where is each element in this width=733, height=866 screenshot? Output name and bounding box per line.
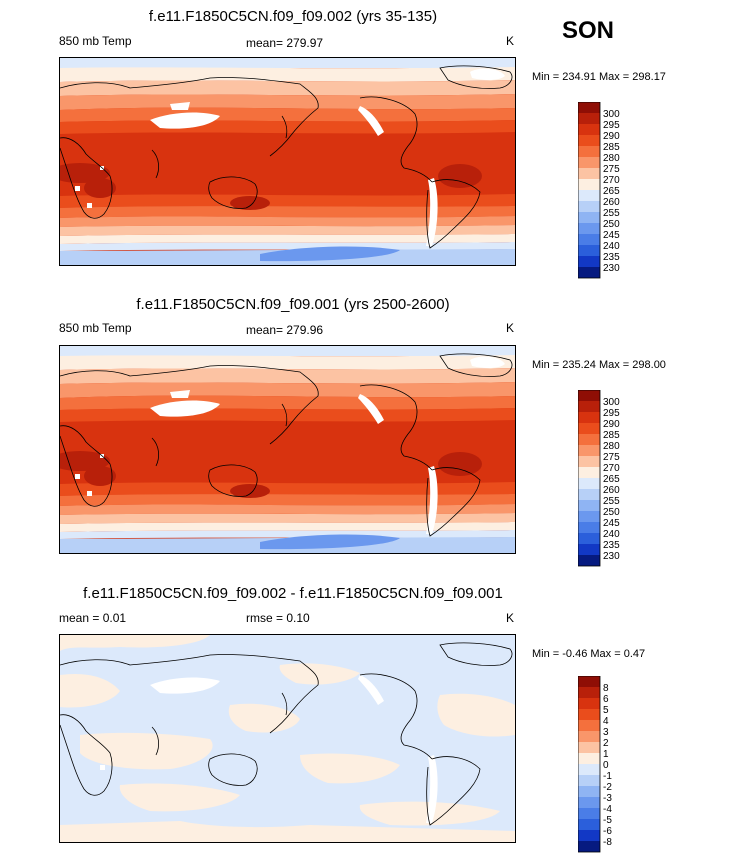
cbar-tick: 1 bbox=[603, 749, 609, 760]
cbar-tick: -8 bbox=[603, 837, 612, 848]
panel-1-units-label: K bbox=[506, 34, 515, 48]
cbar-tick: 245 bbox=[603, 518, 620, 529]
cbar-tick: 255 bbox=[603, 208, 620, 219]
cbar-tick: 275 bbox=[603, 164, 620, 175]
panel-3-colorbar: 8 6 5 4 3 2 1 0 -1 -2 -3 -4 -5 -6 -8 bbox=[577, 675, 658, 863]
panel-1-colorbar: 300 295 290 285 280 275 270 265 260 255 … bbox=[577, 101, 658, 289]
panel-1-minmax: Min = 234.91 Max = 298.17 bbox=[532, 71, 666, 83]
panel-1-title: f.e11.F1850C5CN.f09_f09.002 (yrs 35-135) bbox=[148, 8, 438, 25]
panel-1-variable-label: 850 mb Temp bbox=[59, 34, 132, 48]
cbar-tick: 5 bbox=[603, 705, 609, 716]
panel-2-title: f.e11.F1850C5CN.f09_f09.001 (yrs 2500-26… bbox=[136, 296, 450, 313]
cbar-tick: 285 bbox=[603, 430, 620, 441]
panel-2-colorbar: 300 295 290 285 280 275 270 265 260 255 … bbox=[577, 389, 658, 577]
cbar-tick: 280 bbox=[603, 441, 620, 452]
panel-3-units-label: K bbox=[506, 611, 515, 625]
cbar-tick: 260 bbox=[603, 485, 620, 496]
cbar-tick: 265 bbox=[603, 474, 620, 485]
panel-1-map bbox=[59, 57, 516, 266]
panel-2-mean-label: mean= 279.96 bbox=[246, 323, 324, 337]
cbar-tick: 230 bbox=[603, 551, 620, 562]
cbar-tick: 6 bbox=[603, 694, 609, 705]
cbar-tick: 275 bbox=[603, 452, 620, 463]
cbar-tick: 240 bbox=[603, 529, 620, 540]
cbar-tick: 255 bbox=[603, 496, 620, 507]
cbar-tick: 270 bbox=[603, 463, 620, 474]
cbar-tick: 8 bbox=[603, 683, 609, 694]
cbar-tick: -6 bbox=[603, 826, 612, 837]
cbar-tick: 4 bbox=[603, 716, 609, 727]
panel-2-map bbox=[59, 345, 516, 554]
panel-3-mean-label: mean = 0.01 bbox=[59, 611, 127, 625]
panel-2-units-label: K bbox=[506, 321, 515, 335]
panel-3-title: f.e11.F1850C5CN.f09_f09.002 - f.e11.F185… bbox=[83, 585, 503, 602]
panel-3-map bbox=[59, 634, 516, 843]
panel-3-rmse-label: rmse = 0.10 bbox=[246, 611, 310, 625]
cbar-tick: 230 bbox=[603, 263, 620, 274]
cbar-tick: 295 bbox=[603, 120, 620, 131]
cbar-tick: 280 bbox=[603, 153, 620, 164]
cbar-tick: 245 bbox=[603, 230, 620, 241]
cbar-tick: 265 bbox=[603, 186, 620, 197]
cbar-tick: 295 bbox=[603, 408, 620, 419]
cbar-tick: 300 bbox=[603, 397, 620, 408]
cbar-tick: 3 bbox=[603, 727, 609, 738]
cbar-tick: 0 bbox=[603, 760, 609, 771]
cbar-tick: 240 bbox=[603, 241, 620, 252]
cbar-tick: 285 bbox=[603, 142, 620, 153]
cbar-tick: 260 bbox=[603, 197, 620, 208]
panel-1-mean-label: mean= 279.97 bbox=[246, 36, 324, 50]
cbar-tick: 250 bbox=[603, 507, 620, 518]
cbar-tick: -2 bbox=[603, 782, 612, 793]
panel-2-variable-label: 850 mb Temp bbox=[59, 321, 132, 335]
panel-1-colorbar-swatches bbox=[577, 101, 601, 279]
cbar-tick: 290 bbox=[603, 131, 620, 142]
cbar-tick: 235 bbox=[603, 540, 620, 551]
panel-2-minmax: Min = 235.24 Max = 298.00 bbox=[532, 359, 666, 371]
cbar-tick: 300 bbox=[603, 109, 620, 120]
cbar-tick: 235 bbox=[603, 252, 620, 263]
panel-3-minmax: Min = -0.46 Max = 0.47 bbox=[532, 648, 646, 660]
cbar-tick: -5 bbox=[603, 815, 612, 826]
cbar-tick: 290 bbox=[603, 419, 620, 430]
cbar-tick: -1 bbox=[603, 771, 612, 782]
cbar-tick: -4 bbox=[603, 804, 612, 815]
cbar-tick: 2 bbox=[603, 738, 609, 749]
season-label: SON bbox=[562, 17, 615, 44]
cbar-tick: -3 bbox=[603, 793, 612, 804]
cbar-tick: 250 bbox=[603, 219, 620, 230]
cbar-tick: 270 bbox=[603, 175, 620, 186]
